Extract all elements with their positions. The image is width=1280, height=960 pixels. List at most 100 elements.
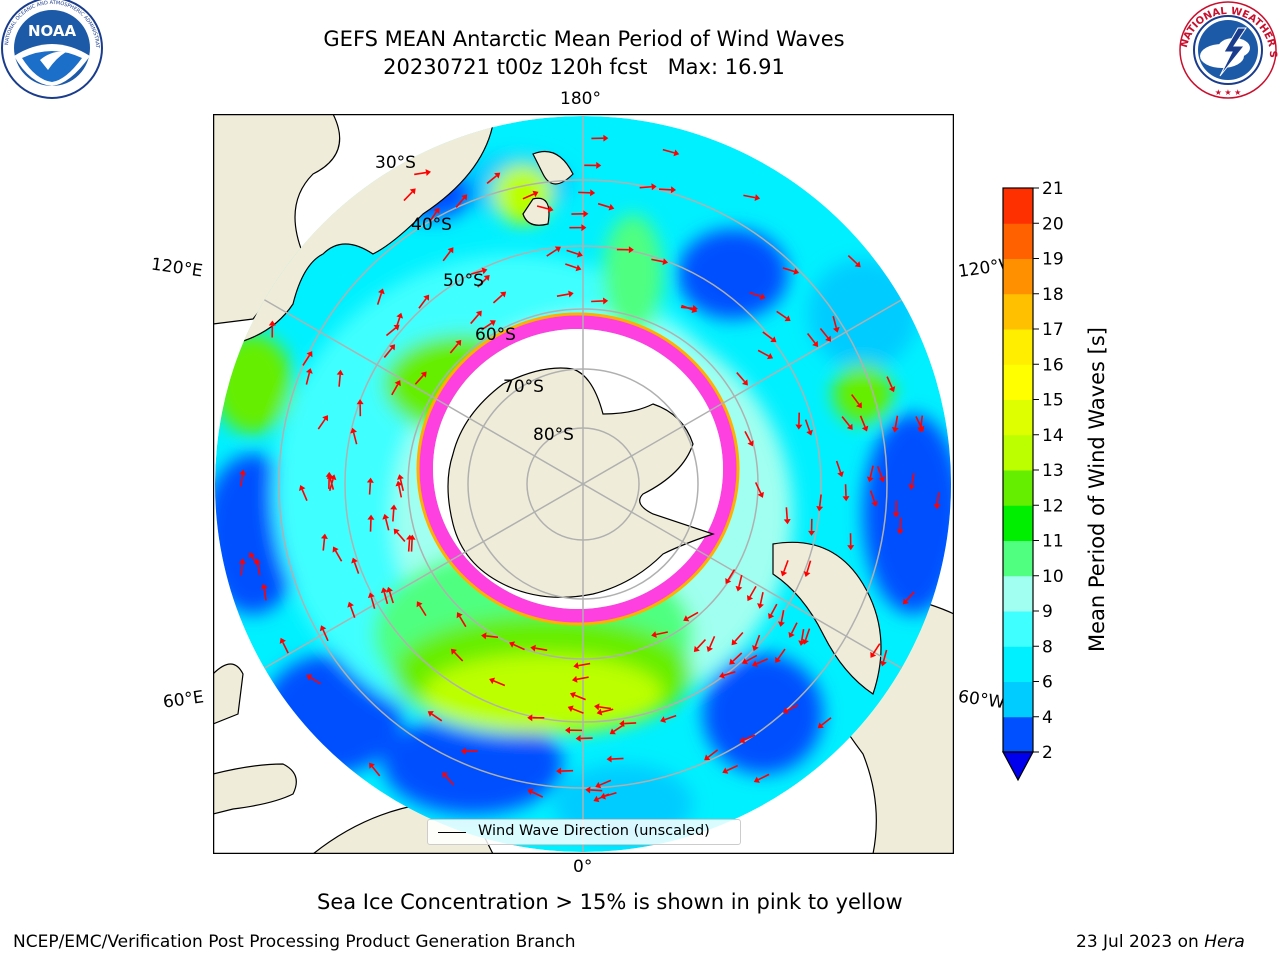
colorbar: 2 4 6 8 9 10 11 12 13 14 15 16 17 18 19 20 21 <box>1001 180 1064 782</box>
colorbar-tick-label: 10 <box>1042 567 1064 587</box>
wave-direction-arrow <box>866 465 874 483</box>
wave-direction-arrow <box>470 310 482 325</box>
colorbar-segment <box>1003 540 1033 577</box>
wave-direction-arrow <box>841 416 853 430</box>
wave-direction-arrow <box>546 246 561 257</box>
colorbar-segment <box>1003 399 1033 436</box>
colorbar-tick-label: 8 <box>1042 637 1053 657</box>
wave-direction-arrow <box>896 517 904 535</box>
wave-direction-arrow <box>780 560 789 577</box>
wave-direction-arrow <box>752 634 761 652</box>
wave-direction-arrow <box>591 297 609 305</box>
colorbar-ticks: 2 4 6 8 9 10 11 12 13 14 15 16 17 18 19 20 21 <box>1033 180 1064 763</box>
wave-direction-arrow <box>376 288 385 305</box>
wave-direction-arrow <box>753 773 770 783</box>
wave-direction-arrow <box>808 518 816 536</box>
colorbar-tick-label: 4 <box>1042 708 1053 728</box>
colorbar-tick-label: 15 <box>1042 391 1064 411</box>
colorbar-segment <box>1003 470 1033 506</box>
wave-direction-arrow <box>795 412 803 430</box>
wave-direction-arrow <box>693 638 707 652</box>
wave-direction-arrow <box>456 612 467 628</box>
wave-direction-arrow <box>403 188 416 202</box>
colorbar-segment <box>1003 329 1033 365</box>
wave-direction-arrow <box>597 202 615 211</box>
colorbar-segment <box>1003 434 1033 471</box>
wave-direction-arrow <box>383 344 396 358</box>
colorbar-tick-label: 16 <box>1042 355 1064 375</box>
lat-label-30s: 30°S <box>375 153 416 173</box>
wave-direction-arrow <box>367 514 375 532</box>
wave-direction-arrow <box>819 327 832 342</box>
wave-direction-arrow <box>835 460 844 478</box>
wave-direction-arrow <box>788 622 798 638</box>
wave-direction-arrow <box>886 376 896 393</box>
wave-direction-arrow <box>414 169 431 176</box>
wave-direction-arrow <box>356 399 364 417</box>
colorbar-tick-label: 17 <box>1042 320 1064 340</box>
colorbar-tick-label: 14 <box>1042 426 1064 446</box>
wave-direction-arrow <box>238 558 246 576</box>
wave-direction-arrow <box>681 304 698 314</box>
wave-direction-arrow <box>719 670 736 679</box>
wave-direction-arrow <box>571 210 589 218</box>
wave-direction-arrow <box>782 704 799 714</box>
colorbar-tick-label: 21 <box>1042 180 1064 199</box>
colorbar-tick-label: 20 <box>1042 214 1064 234</box>
wave-direction-arrow <box>449 339 462 354</box>
colorbar-segment <box>1003 646 1033 682</box>
wave-direction-arrow <box>594 703 612 711</box>
wave-direction-arrow <box>616 246 634 254</box>
wave-direction-arrow <box>569 224 587 232</box>
wave-direction-arrow <box>933 492 941 510</box>
wave-direction-arrow <box>600 792 617 800</box>
wave-direction-arrow <box>306 674 322 685</box>
colorbar-tick-label: 18 <box>1042 285 1064 305</box>
wave-direction-arrow <box>395 480 403 498</box>
wave-direction-arrow <box>851 394 862 409</box>
wave-direction-arrow <box>351 557 360 574</box>
lat-label-40s: 40°S <box>411 215 452 235</box>
wave-direction-arrow <box>486 172 501 185</box>
wave-direction-arrow <box>891 415 899 433</box>
wave-direction-arrow <box>847 254 861 268</box>
wave-direction-arrow <box>606 755 624 763</box>
wave-direction-arrow <box>575 734 593 742</box>
wave-direction-arrow <box>817 717 832 729</box>
wave-direction-arrow <box>735 574 743 592</box>
chart-subtitle: 20230721 t00z 120h fcst Max: 16.91 <box>383 55 785 79</box>
colorbar-segments <box>1003 188 1033 753</box>
wave-direction-arrow <box>741 654 758 665</box>
wave-direction-arrow <box>591 134 609 142</box>
wave-direction-arrow <box>754 482 764 498</box>
colorbar-tick-label: 11 <box>1042 532 1064 552</box>
wave-direction-arrow <box>722 764 739 774</box>
lon-label-120e: 120°E <box>149 254 204 282</box>
wave-direction-arrow <box>725 569 736 585</box>
wave-direction-arrow <box>522 190 539 200</box>
wave-direction-arrow <box>279 637 289 654</box>
wave-direction-arrow <box>870 643 881 658</box>
wave-direction-arrow <box>414 371 427 385</box>
lat-label-50s: 50°S <box>443 271 484 291</box>
colorbar-tick-label: 12 <box>1042 496 1064 516</box>
wave-direction-arrow <box>908 473 916 490</box>
wave-direction-arrow <box>408 534 416 552</box>
wave-direction-arrow <box>662 148 680 157</box>
lon-label-60e: 60°E <box>161 687 206 713</box>
wave-direction-arrow <box>567 705 584 714</box>
wave-direction-arrow <box>757 349 774 360</box>
wave-direction-arrow <box>332 546 343 562</box>
graticule <box>215 116 951 852</box>
wave-direction-arrow <box>536 205 554 213</box>
wave-direction-arrow <box>366 477 374 495</box>
wave-direction-arrow <box>806 333 819 347</box>
wave-direction-arrow <box>584 161 602 169</box>
wave-direction-arrow <box>530 644 548 652</box>
wave-direction-arrow <box>639 183 657 191</box>
colorbar-tick-label: 19 <box>1042 250 1064 270</box>
wind-wave-arrows <box>238 134 941 803</box>
wave-direction-arrow <box>367 592 376 609</box>
wave-direction-arrow <box>775 648 786 664</box>
footer-date: 23 Jul 2023 on Hera <box>1076 932 1245 952</box>
